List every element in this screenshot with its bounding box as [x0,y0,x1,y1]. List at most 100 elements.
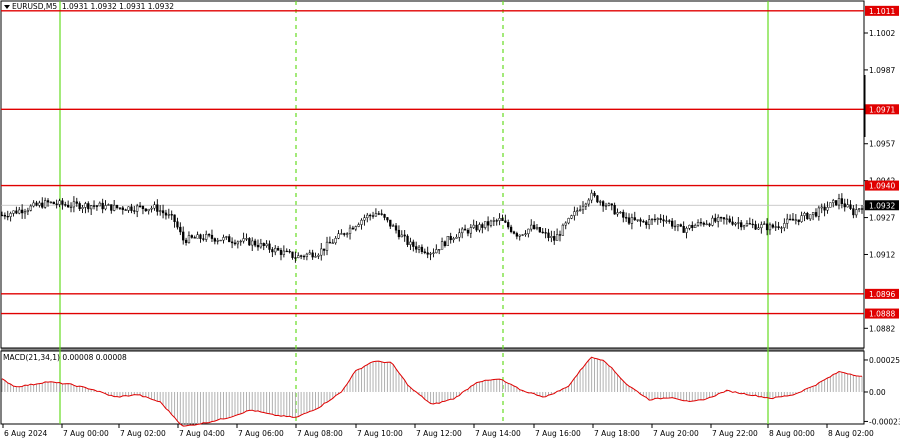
time-tick-label: 7 Aug 22:00 [712,429,758,438]
candle-body [455,236,458,239]
candle-body [23,211,27,214]
candle-body [118,207,122,209]
current-price-badge: 1.0932 [869,201,895,210]
candle-body [179,226,182,233]
candle-body [26,210,30,212]
candle-body [613,204,616,215]
candle-body [228,236,231,243]
candle-body [325,241,329,251]
candle-body [837,198,841,206]
chart-menu-icon[interactable] [4,5,10,9]
candle-body [547,232,550,238]
level-badge: 1.0940 [869,182,895,191]
candle-body [694,225,697,228]
candle-body [484,221,487,228]
candle-body [245,238,248,240]
candle-body [196,234,199,239]
candle-body [265,243,268,246]
candle-body [173,214,176,222]
level-badge: 1.0896 [869,290,895,299]
candle-body [532,224,536,230]
candle-body [691,224,694,228]
candle-body [728,218,731,223]
candle-body [636,219,639,221]
candle-body [576,210,579,212]
candle-body [3,214,7,217]
ohlc-values: 1.0931 1.0932 1.0931 1.0932 [61,2,174,11]
candle-body [366,214,369,219]
candle-body [806,212,809,220]
candle-body [774,226,777,228]
candle-body [380,213,383,215]
candle-body [760,224,763,229]
candle-body [596,195,599,203]
candle-body [262,243,265,246]
candle-body [435,249,438,254]
candle-body [308,252,311,255]
macd-panel [1,356,863,427]
candle-body [369,214,372,217]
level-badge: 1.1011 [869,7,895,16]
candle-body [110,204,113,211]
candle-body [740,222,743,228]
candle-body [524,233,527,235]
candle-body [786,218,789,224]
scroll-marker [863,75,866,137]
candle-body [49,201,53,204]
candle-body [268,243,271,250]
candle-body [622,211,625,218]
candle-body [794,219,797,221]
candle-body [682,226,685,233]
time-tick-label: 8 Aug 02:00 [828,429,874,438]
current-price-badge-bg [865,200,899,211]
candle-body [386,217,389,221]
candle-body [115,204,119,209]
candle-body [337,233,340,239]
candle-body [253,240,257,246]
candle-body [340,233,343,235]
candle-body [213,238,216,242]
candle-body [317,254,320,257]
candle-body [685,228,688,233]
candle-body [41,202,44,208]
candle-body [397,229,401,238]
candle-body [35,202,38,206]
candle-body [121,207,124,210]
candle-body [136,205,139,212]
candle-body [809,214,812,220]
candle-body [857,208,861,210]
candle-body [504,220,507,223]
candle-body [159,210,162,212]
time-tick-label: 7 Aug 08:00 [297,429,343,438]
candle-body [530,224,533,230]
candle-body [363,217,366,221]
candle-body [443,241,447,246]
candle-body [167,214,170,216]
candle-body [420,246,424,253]
candle-body [780,227,783,229]
candle-body [645,221,648,225]
candle-body [668,220,671,222]
candle-body [624,217,628,219]
candle-body [184,239,188,243]
candle-body [15,210,18,214]
candle-body [475,224,478,231]
candle-body [423,251,426,253]
candle-body [650,218,654,221]
candle-body [351,227,355,230]
candle-body [587,199,590,205]
candle-body [601,201,605,207]
candle-body [737,222,740,224]
candle-body [696,222,700,226]
horizontal-levels[interactable] [1,10,864,315]
candle-body [20,209,24,214]
candle-body [590,192,593,201]
candle-body [271,249,274,253]
candle-body [791,218,795,221]
candle-body [0,214,4,217]
candle-body [507,222,510,228]
candle-body [383,214,386,218]
macd-tick-label: 0.00 [869,388,886,397]
